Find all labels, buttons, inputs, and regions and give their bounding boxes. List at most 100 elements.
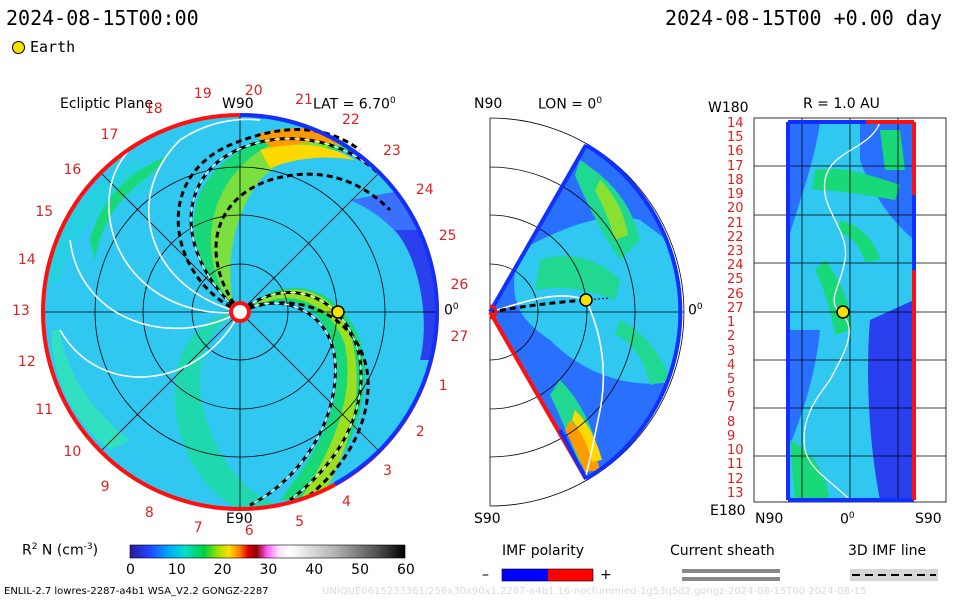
synoptic-y-tick: 12 xyxy=(727,471,744,487)
synoptic-y-tick: 24 xyxy=(727,258,744,274)
synoptic-y-tick: 7 xyxy=(727,400,736,416)
ecliptic-polarity-ring-negative xyxy=(239,113,440,486)
synoptic-y-tick: 3 xyxy=(727,343,736,359)
carrington-label: 27 xyxy=(450,328,469,345)
synoptic-y-tick: 20 xyxy=(727,201,744,217)
earth-legend-label: Earth xyxy=(30,38,76,56)
footer-run-info: ENLIL-2.7 lowres-2287-a4b1 WSA_V2.2 GONG… xyxy=(4,586,269,597)
imf3d-title: 3D IMF line xyxy=(848,543,927,559)
meridional-panel xyxy=(488,117,685,507)
meridional-top-label: N90 xyxy=(474,96,503,112)
meridional-right-label: 00 xyxy=(688,302,703,319)
carrington-label: 13 xyxy=(12,303,30,319)
synoptic-top-left-label: W180 xyxy=(708,100,749,116)
synoptic-y-tick: 13 xyxy=(727,485,744,501)
sun-marker xyxy=(229,301,251,323)
carrington-label: 21 xyxy=(295,92,313,109)
timestamp-right: 2024-08-15T00 +0.00 day xyxy=(665,6,942,30)
ecliptic-panel xyxy=(41,113,440,511)
meridional-field-line xyxy=(489,295,605,476)
carrington-label: 18 xyxy=(144,100,163,117)
colorbar-tick: 0 xyxy=(126,562,135,578)
ecliptic-lat-label: LAT = 6.700 xyxy=(313,96,396,113)
carrington-label: 8 xyxy=(144,505,154,521)
imf-negative-swatch xyxy=(502,569,548,581)
synoptic-y-tick: 27 xyxy=(727,300,744,316)
current-sheath-title: Current sheath xyxy=(670,543,775,559)
synoptic-y-tick: 22 xyxy=(727,229,744,245)
earth-marker-meridional xyxy=(579,293,593,307)
synoptic-y-tick: 23 xyxy=(727,244,744,259)
synoptic-y-tick: 1 xyxy=(727,315,736,331)
synoptic-y-tick: 10 xyxy=(727,443,744,459)
ecliptic-title: Ecliptic Plane xyxy=(60,96,154,112)
synoptic-y-tick: 21 xyxy=(727,215,744,231)
imf-minus-label: – xyxy=(482,567,489,583)
carrington-label: 11 xyxy=(35,401,54,418)
synoptic-panel xyxy=(753,117,947,503)
carrington-label: 25 xyxy=(438,227,457,244)
meridional-bottom-label: S90 xyxy=(474,511,501,527)
carrington-label: 15 xyxy=(35,204,54,221)
carrington-label: 23 xyxy=(382,142,401,159)
synoptic-y-tick: 8 xyxy=(727,414,736,430)
ecliptic-density-map xyxy=(43,115,437,509)
imf-plus-label: + xyxy=(600,567,612,583)
carrington-label: 19 xyxy=(193,86,212,103)
carrington-label: 3 xyxy=(382,463,392,480)
colorbar xyxy=(129,544,406,559)
carrington-label: 1 xyxy=(438,378,448,395)
synoptic-bottom-left-label: E180 xyxy=(710,503,746,519)
carrington-label: 12 xyxy=(17,353,36,370)
colorbar-label: R2 N (cm-3) xyxy=(22,542,99,559)
colorbar-tick: 20 xyxy=(213,562,232,578)
colorbar-tick: 30 xyxy=(259,562,278,578)
carrington-label: 20 xyxy=(244,83,263,100)
earth-legend-icon xyxy=(12,40,25,54)
synoptic-y-tick: 25 xyxy=(727,272,744,288)
carrington-label: 17 xyxy=(100,126,119,143)
ecliptic-top-label: W90 xyxy=(222,96,254,112)
synoptic-y-tick: 16 xyxy=(727,144,744,160)
synoptic-y-tick: 15 xyxy=(727,130,744,146)
earth-legend: Earth xyxy=(12,38,75,56)
footer-run-id: UNIQUE0615233361/256x30x90x1.2287-a4b1.1… xyxy=(322,586,867,597)
carrington-label: 10 xyxy=(63,444,82,461)
synoptic-y-tick: 11 xyxy=(727,457,744,473)
synoptic-x-tick-n90: N90 xyxy=(755,511,784,527)
synoptic-y-tick: 2 xyxy=(727,329,736,345)
synoptic-y-tick: 18 xyxy=(727,172,744,188)
timestamp-left: 2024-08-15T00:00 xyxy=(6,6,199,30)
synoptic-y-tick: 4 xyxy=(727,357,736,373)
ecliptic-bottom-label: E90 xyxy=(226,511,253,527)
carrington-label: 5 xyxy=(295,513,305,530)
synoptic-y-tick: 5 xyxy=(727,372,736,387)
earth-marker-ecliptic xyxy=(331,305,345,319)
carrington-label: 24 xyxy=(415,182,434,199)
meridional-polarity-arc xyxy=(584,143,683,481)
colorbar-tick: 50 xyxy=(351,562,369,578)
colorbar-tick: 60 xyxy=(397,562,415,578)
ecliptic-right-label: 00 xyxy=(444,302,459,319)
carrington-label: 7 xyxy=(193,519,203,536)
synoptic-r-label: R = 1.0 AU xyxy=(803,96,880,112)
earth-marker-synoptic xyxy=(836,305,850,319)
carrington-label: 6 xyxy=(244,522,254,539)
carrington-label: 22 xyxy=(342,112,360,129)
carrington-label: 2 xyxy=(415,423,425,440)
synoptic-y-tick: 26 xyxy=(727,286,744,302)
sheath-swatch-top xyxy=(682,569,780,573)
synoptic-y-tick: 19 xyxy=(727,187,744,203)
carrington-label: 4 xyxy=(342,493,351,510)
carrington-label: 26 xyxy=(450,277,469,294)
imf-positive-swatch xyxy=(548,569,593,581)
carrington-label: 16 xyxy=(63,161,82,178)
sheath-swatch-bottom xyxy=(682,577,780,581)
colorbar-tick: 40 xyxy=(305,562,324,578)
synoptic-y-tick: 14 xyxy=(727,116,744,131)
meridional-density-map xyxy=(490,145,681,479)
synoptic-density-map xyxy=(788,122,914,500)
carrington-label: 14 xyxy=(17,252,36,269)
synoptic-x-tick-0: 00 xyxy=(840,511,855,528)
